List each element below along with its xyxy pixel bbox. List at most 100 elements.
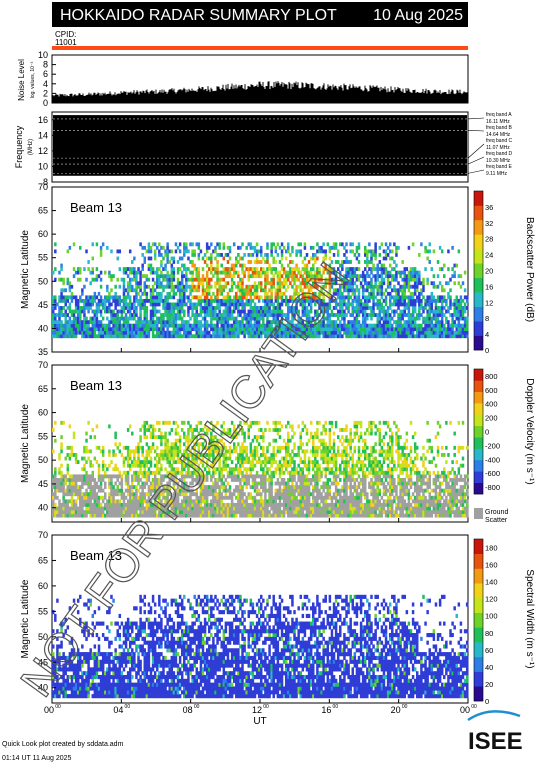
scatter-cell xyxy=(332,270,336,275)
scatter-cell xyxy=(420,495,423,500)
scatter-cell xyxy=(239,506,242,511)
scatter-cell xyxy=(260,267,263,271)
scatter-cell xyxy=(268,327,271,332)
scatter-cell xyxy=(81,323,84,328)
scatter-cell xyxy=(364,330,367,335)
scatter-cell xyxy=(203,306,207,310)
scatter-cell xyxy=(349,330,352,335)
scatter-cell xyxy=(210,502,213,507)
scatter-cell xyxy=(301,495,305,500)
scatter-cell xyxy=(368,499,371,504)
scatter-cell xyxy=(287,492,290,497)
scatter-cell xyxy=(160,298,163,303)
scatter-cell xyxy=(116,323,119,328)
scatter-cell xyxy=(166,242,169,247)
scatter-cell xyxy=(52,330,55,335)
scatter-cell xyxy=(330,309,334,314)
scatter-cell xyxy=(210,316,213,321)
scatter-cell xyxy=(95,295,99,300)
scatter-cell xyxy=(243,302,246,307)
scatter-cell xyxy=(176,334,180,339)
scatter-cell xyxy=(274,313,278,317)
scatter-cell xyxy=(143,492,146,497)
noise-ylabel: Noise Level xyxy=(17,59,26,101)
scatter-cell xyxy=(247,288,250,293)
scatter-cell xyxy=(272,495,275,500)
scatter-cell xyxy=(166,323,169,328)
scatter-cell xyxy=(314,298,317,303)
scatter-cell xyxy=(301,288,305,293)
scatter-cell xyxy=(193,284,196,289)
scatter-cell xyxy=(432,502,436,507)
scatter-cell xyxy=(253,313,257,317)
scatter-cell xyxy=(110,288,113,293)
scatter-cell xyxy=(160,284,163,289)
scatter-cell xyxy=(243,274,246,279)
scatter-cell xyxy=(416,330,419,335)
scatter-cell xyxy=(413,495,417,500)
scatter-cell xyxy=(316,502,319,507)
scatter-cell xyxy=(199,506,203,511)
scatter-cell xyxy=(287,499,290,504)
scatter-cell xyxy=(235,284,238,289)
scatter-cell xyxy=(459,313,463,317)
scatter-cell xyxy=(303,495,307,500)
scatter-cell xyxy=(301,274,305,279)
scatter-cell xyxy=(386,291,390,296)
scatter-cell xyxy=(314,253,317,257)
scatter-cell xyxy=(226,253,230,257)
scatter-cell xyxy=(305,506,309,511)
scatter-cell xyxy=(324,492,327,497)
scatter-cell xyxy=(303,256,307,261)
scatter-cell xyxy=(395,298,398,303)
scatter-cell xyxy=(287,302,290,307)
scatter-cell xyxy=(174,330,178,335)
scatter-cell xyxy=(187,295,190,300)
title-bar xyxy=(52,2,468,27)
scatter-cell xyxy=(372,309,375,314)
scatter-cell xyxy=(382,320,386,325)
scatter-cell xyxy=(384,510,388,514)
scatter-cell xyxy=(99,309,103,314)
scatter-cell xyxy=(195,334,198,339)
scatter-cell xyxy=(314,313,317,317)
scatter-cell xyxy=(58,306,61,310)
scatter-cell xyxy=(70,502,74,507)
scatter-cell xyxy=(407,316,411,321)
scatter-cell xyxy=(131,506,134,511)
scatter-cell xyxy=(370,502,373,507)
scatter-cell xyxy=(457,327,461,332)
scatter-cell xyxy=(203,330,207,335)
scatter-cell xyxy=(220,320,223,325)
scatter-cell xyxy=(114,334,117,339)
scatter-cell xyxy=(457,499,461,504)
scatter-cell xyxy=(62,513,65,518)
scatter-cell xyxy=(430,513,434,518)
scatter-cell xyxy=(343,281,346,286)
scatter-cell xyxy=(270,267,273,271)
scatter-cell xyxy=(110,492,113,497)
scatter-cell xyxy=(418,492,421,497)
scatter-cell xyxy=(81,288,84,293)
scatter-cell xyxy=(253,260,257,264)
scatter-cell xyxy=(353,495,357,500)
scatter-cell xyxy=(160,320,163,325)
scatter-cell xyxy=(451,495,454,500)
scatter-cell xyxy=(368,249,371,254)
scatter-cell xyxy=(183,334,186,339)
scatter-cell xyxy=(232,502,236,507)
scatter-cell xyxy=(68,288,72,293)
cpid-label: CPID: xyxy=(55,30,76,39)
scatter-cell xyxy=(316,298,319,303)
scatter-cell xyxy=(180,263,184,268)
scatter-cell xyxy=(318,295,321,300)
scatter-cell xyxy=(420,502,423,507)
frequency-band-name: freq band D xyxy=(486,151,513,157)
scatter-cell xyxy=(307,274,311,279)
scatter-cell xyxy=(70,492,74,497)
scatter-cell xyxy=(436,330,440,335)
scatter-cell xyxy=(64,492,67,497)
scatter-cell xyxy=(149,288,153,293)
scatter-cell xyxy=(91,510,94,514)
scatter-cell xyxy=(162,274,165,279)
